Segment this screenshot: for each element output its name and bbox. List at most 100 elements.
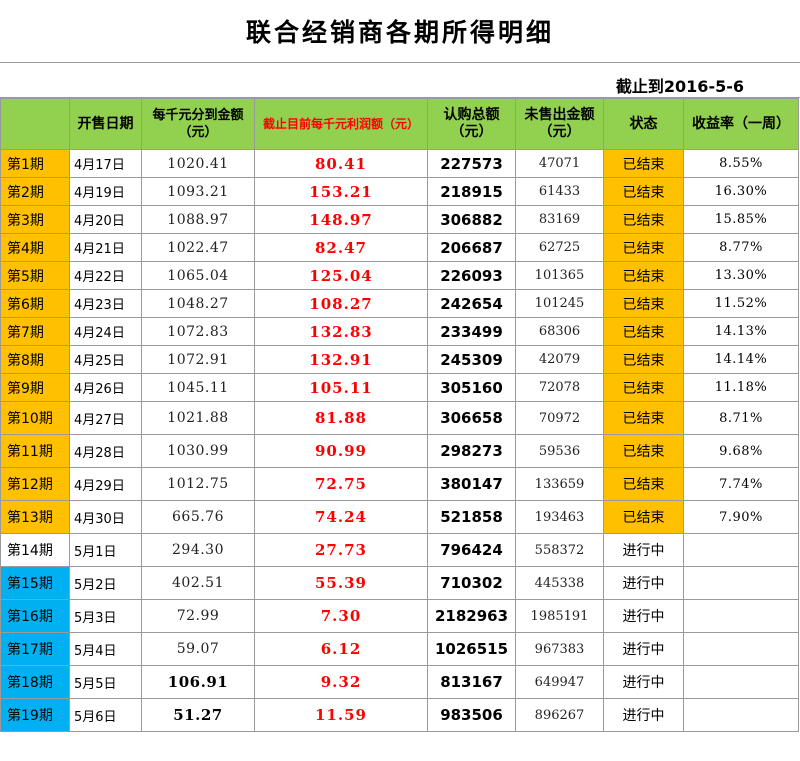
period-cell: 第19期 <box>0 698 70 732</box>
unsold-amount-cell: 47071 <box>515 149 604 178</box>
as-of-date: 截止到2016-5-6 <box>615 77 744 96</box>
header-profit: 截止目前每千元利润额（元） <box>254 98 428 150</box>
profit-cell: 72.75 <box>254 467 428 501</box>
subscribed-total-cell: 1026515 <box>427 632 516 666</box>
period-cell: 第17期 <box>0 632 70 666</box>
profit-cell: 153.21 <box>254 177 428 206</box>
profit-cell: 74.24 <box>254 500 428 534</box>
profit-cell: 80.41 <box>254 149 428 178</box>
profit-cell: 148.97 <box>254 205 428 234</box>
table-row: 第4期 4月21日 1022.47 82.47 206687 62725 已结束 8.77% <box>0 233 799 262</box>
table-row: 第1期 4月17日 1020.41 80.41 227573 47071 已结束 8.55% <box>0 149 799 178</box>
unsold-amount-cell: 558372 <box>515 533 604 567</box>
status-cell: 已结束 <box>603 177 684 206</box>
sale-date-cell: 5月4日 <box>69 632 142 666</box>
period-cell: 第14期 <box>0 533 70 567</box>
yield-cell <box>683 599 799 633</box>
payout-cell: 1048.27 <box>141 289 255 318</box>
subscribed-total-cell: 813167 <box>427 665 516 699</box>
status-cell: 已结束 <box>603 261 684 290</box>
status-cell: 进行中 <box>603 698 684 732</box>
profit-cell: 108.27 <box>254 289 428 318</box>
subscribed-total-cell: 242654 <box>427 289 516 318</box>
header-payout: 每千元分到金额（元） <box>141 98 255 150</box>
yield-cell: 14.14% <box>683 345 799 374</box>
sale-date-cell: 5月5日 <box>69 665 142 699</box>
yield-cell <box>683 632 799 666</box>
profit-cell: 125.04 <box>254 261 428 290</box>
sale-date-cell: 4月20日 <box>69 205 142 234</box>
header-row: 开售日期 每千元分到金额（元） 截止目前每千元利润额（元） 认购总额（元） 未售… <box>0 98 799 150</box>
sale-date-cell: 4月27日 <box>69 401 142 435</box>
payout-cell: 294.30 <box>141 533 255 567</box>
as-of-date-row: 截止到2016-5-6 <box>0 63 800 98</box>
payout-cell: 1020.41 <box>141 149 255 178</box>
profit-cell: 55.39 <box>254 566 428 600</box>
subscribed-total-cell: 983506 <box>427 698 516 732</box>
sale-date-cell: 5月3日 <box>69 599 142 633</box>
yield-cell <box>683 665 799 699</box>
profit-cell: 11.59 <box>254 698 428 732</box>
table-row: 第6期 4月23日 1048.27 108.27 242654 101245 已结束 11.5… <box>0 289 799 318</box>
payout-cell: 1088.97 <box>141 205 255 234</box>
payout-cell: 1021.88 <box>141 401 255 435</box>
yield-cell <box>683 698 799 732</box>
sale-date-cell: 4月23日 <box>69 289 142 318</box>
subscribed-total-cell: 218915 <box>427 177 516 206</box>
yield-cell <box>683 566 799 600</box>
profit-cell: 105.11 <box>254 373 428 402</box>
payout-cell: 1072.83 <box>141 317 255 346</box>
status-cell: 已结束 <box>603 205 684 234</box>
profit-cell: 82.47 <box>254 233 428 262</box>
payout-cell: 59.07 <box>141 632 255 666</box>
table-row: 第11期 4月28日 1030.99 90.99 298273 59536 已结束 9.68% <box>0 434 799 468</box>
table-row: 第19期 5月6日 51.27 11.59 983506 896267 进行中 <box>0 698 799 732</box>
yield-cell: 11.52% <box>683 289 799 318</box>
status-cell: 已结束 <box>603 373 684 402</box>
sale-date-cell: 4月24日 <box>69 317 142 346</box>
yield-cell: 7.90% <box>683 500 799 534</box>
payout-cell: 1022.47 <box>141 233 255 262</box>
sale-date-cell: 4月29日 <box>69 467 142 501</box>
table-row: 第9期 4月26日 1045.11 105.11 305160 72078 已结束 11.18… <box>0 373 799 402</box>
status-cell: 已结束 <box>603 233 684 262</box>
payout-cell: 402.51 <box>141 566 255 600</box>
subscribed-total-cell: 380147 <box>427 467 516 501</box>
payout-cell: 51.27 <box>141 698 255 732</box>
sale-date-cell: 5月1日 <box>69 533 142 567</box>
status-cell: 已结束 <box>603 317 684 346</box>
table-row: 第2期 4月19日 1093.21 153.21 218915 61433 已结束 16.30… <box>0 177 799 206</box>
table-row: 第5期 4月22日 1065.04 125.04 226093 101365 已结束 13.3… <box>0 261 799 290</box>
unsold-amount-cell: 68306 <box>515 317 604 346</box>
payout-cell: 1012.75 <box>141 467 255 501</box>
header-subscribed-total: 认购总额（元） <box>427 98 516 150</box>
table-row: 第17期 5月4日 59.07 6.12 1026515 967383 进行中 <box>0 632 799 666</box>
payout-cell: 1093.21 <box>141 177 255 206</box>
header-unsold-amount: 未售出金额（元） <box>515 98 604 150</box>
header-status: 状态 <box>603 98 684 150</box>
sale-date-cell: 4月22日 <box>69 261 142 290</box>
period-cell: 第4期 <box>0 233 70 262</box>
yield-cell: 8.77% <box>683 233 799 262</box>
table-row: 第8期 4月25日 1072.91 132.91 245309 42079 已结束 14.14… <box>0 345 799 374</box>
table-row: 第16期 5月3日 72.99 7.30 2182963 1985191 进行中 <box>0 599 799 633</box>
subscribed-total-cell: 305160 <box>427 373 516 402</box>
table-row: 第14期 5月1日 294.30 27.73 796424 558372 进行中 <box>0 533 799 567</box>
yield-cell: 8.55% <box>683 149 799 178</box>
status-cell: 已结束 <box>603 149 684 178</box>
status-cell: 已结束 <box>603 401 684 435</box>
status-cell: 已结束 <box>603 289 684 318</box>
yield-cell: 9.68% <box>683 434 799 468</box>
period-cell: 第13期 <box>0 500 70 534</box>
sale-date-cell: 5月2日 <box>69 566 142 600</box>
status-cell: 进行中 <box>603 665 684 699</box>
profit-cell: 9.32 <box>254 665 428 699</box>
unsold-amount-cell: 649947 <box>515 665 604 699</box>
header-yield: 收益率（一周） <box>683 98 799 150</box>
sale-date-cell: 4月30日 <box>69 500 142 534</box>
subscribed-total-cell: 796424 <box>427 533 516 567</box>
sale-date-cell: 4月26日 <box>69 373 142 402</box>
dealer-earnings-table: 开售日期 每千元分到金额（元） 截止目前每千元利润额（元） 认购总额（元） 未售… <box>0 98 799 732</box>
status-cell: 进行中 <box>603 632 684 666</box>
period-cell: 第3期 <box>0 205 70 234</box>
